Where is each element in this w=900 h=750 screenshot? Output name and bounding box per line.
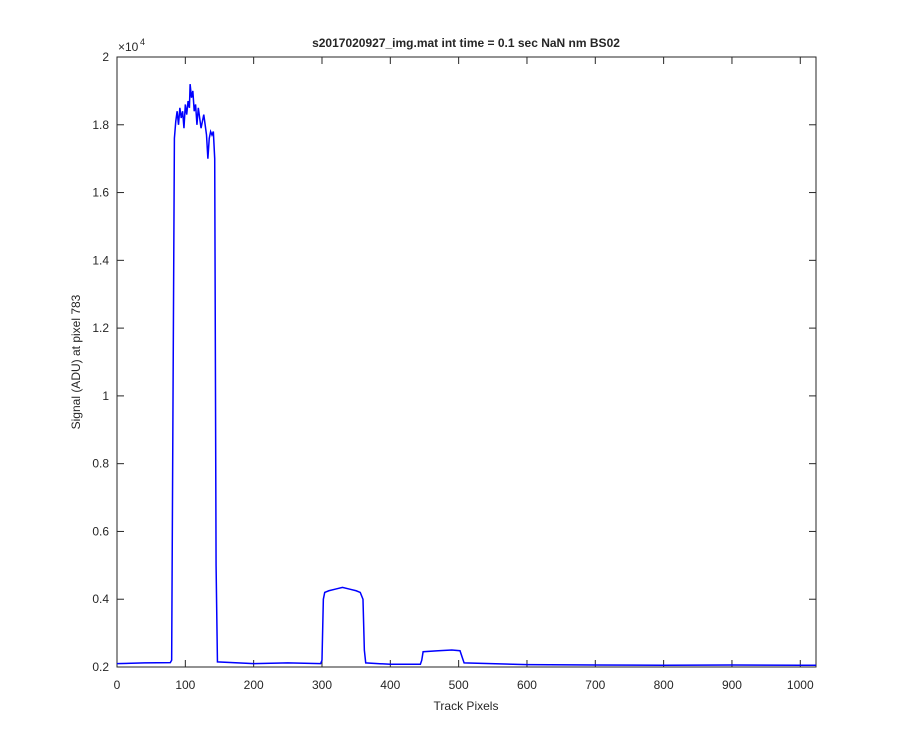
- x-tick-label: 200: [244, 678, 264, 692]
- y-tick-label: 1.2: [92, 321, 109, 335]
- plot-area: [117, 57, 816, 667]
- y-exponent-base: ×10: [118, 40, 139, 54]
- y-tick-label: 0.2: [92, 660, 109, 674]
- x-tick-label: 600: [517, 678, 537, 692]
- x-axis-label: Track Pixels: [434, 699, 499, 713]
- axes-box: [116, 56, 817, 668]
- y-tick-label: 2: [102, 50, 109, 64]
- x-tick-label: 500: [449, 678, 469, 692]
- data-line: [116, 84, 816, 667]
- x-tick-label: 700: [585, 678, 605, 692]
- chart-title: s2017020927_img.mat int time = 0.1 sec N…: [312, 36, 620, 50]
- y-tick-label: 1.4: [92, 253, 109, 267]
- x-tick-label: 800: [654, 678, 674, 692]
- y-exponent: 4: [140, 37, 145, 47]
- x-tick-label: 100: [175, 678, 195, 692]
- x-tick-label: 300: [312, 678, 332, 692]
- x-tick-label: 400: [380, 678, 400, 692]
- y-tick-label: 0.4: [92, 592, 109, 606]
- x-tick-label: 1000: [787, 678, 814, 692]
- y-axis-label: Signal (ADU) at pixel 783: [69, 294, 83, 429]
- y-tick-label: 1.8: [92, 118, 109, 132]
- y-tick-label: 0.6: [92, 524, 109, 538]
- y-tick-label: 1: [102, 389, 109, 403]
- x-tick-label: 0: [114, 678, 121, 692]
- y-tick-label: 1.6: [92, 186, 109, 200]
- y-tick-label: 0.8: [92, 457, 109, 471]
- x-tick-label: 900: [722, 678, 742, 692]
